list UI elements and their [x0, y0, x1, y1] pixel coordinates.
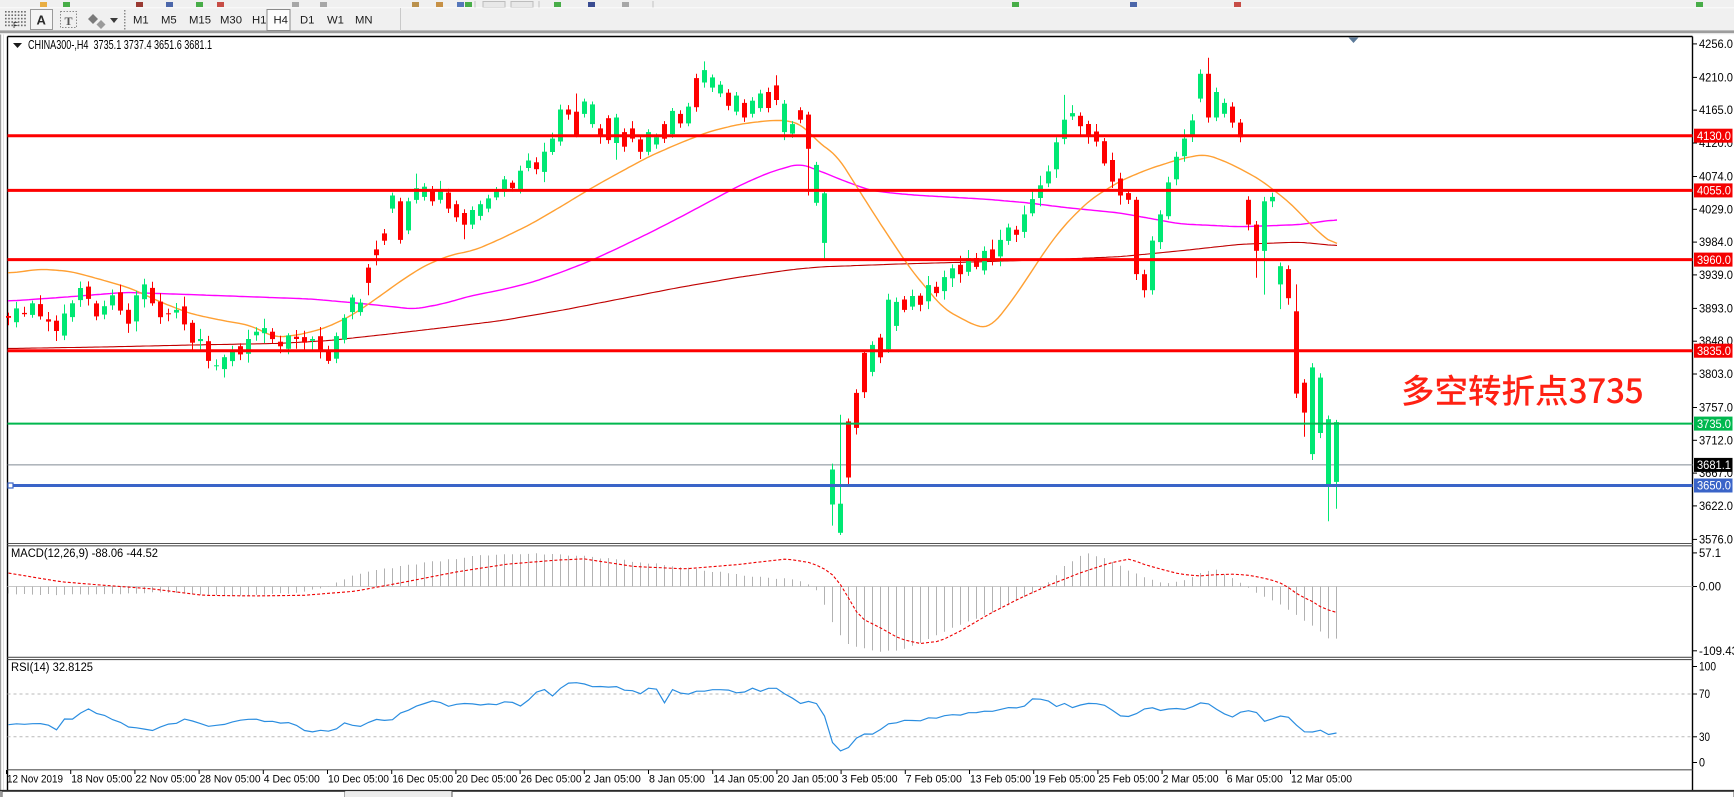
- svg-text:D1: D1: [300, 15, 314, 27]
- svg-text:28 Nov 05:00: 28 Nov 05:00: [200, 774, 261, 786]
- svg-text:RSI(14) 32.8125: RSI(14) 32.8125: [11, 662, 93, 674]
- svg-text:T: T: [65, 14, 73, 28]
- svg-text:3835.0: 3835.0: [1697, 346, 1731, 358]
- svg-text:-109.43: -109.43: [1699, 646, 1734, 658]
- svg-text:3757.0: 3757.0: [1699, 403, 1733, 415]
- svg-text:20 Dec 05:00: 20 Dec 05:00: [456, 774, 517, 786]
- svg-text:22 Nov 05:00: 22 Nov 05:00: [135, 774, 196, 786]
- svg-text:H4: H4: [274, 15, 288, 27]
- svg-text:10 Dec 05:00: 10 Dec 05:00: [328, 774, 389, 786]
- svg-text:2 Mar 05:00: 2 Mar 05:00: [1163, 774, 1219, 786]
- svg-text:4029.0: 4029.0: [1699, 204, 1733, 216]
- svg-text:14 Jan 05:00: 14 Jan 05:00: [713, 774, 774, 786]
- svg-text:3984.0: 3984.0: [1699, 237, 1733, 249]
- svg-text:57.1: 57.1: [1699, 548, 1721, 560]
- svg-text:19 Feb 05:00: 19 Feb 05:00: [1034, 774, 1095, 786]
- svg-text:M5: M5: [161, 15, 177, 27]
- svg-text:12 Nov 2019: 12 Nov 2019: [7, 774, 63, 786]
- svg-text:M30: M30: [220, 15, 242, 27]
- svg-text:A: A: [37, 13, 47, 28]
- svg-text:100: 100: [1699, 662, 1716, 674]
- svg-text:4210.0: 4210.0: [1699, 72, 1733, 84]
- svg-text:M15: M15: [189, 15, 211, 27]
- svg-text:MN: MN: [355, 15, 373, 27]
- svg-text:4074.0: 4074.0: [1699, 172, 1733, 184]
- svg-text:3681.1: 3681.1: [1697, 460, 1731, 472]
- svg-text:8 Jan 05:00: 8 Jan 05:00: [649, 774, 705, 786]
- svg-text:MACD(12,26,9) -88.06 -44.52: MACD(12,26,9) -88.06 -44.52: [11, 548, 158, 560]
- svg-text:CHINA300-,H4 3735.1 3737.4 36: CHINA300-,H4 3735.1 3737.4 3651.6 3681.1: [28, 38, 212, 52]
- svg-text:3803.0: 3803.0: [1699, 369, 1733, 381]
- svg-text:30: 30: [1699, 732, 1710, 744]
- svg-text:3622.0: 3622.0: [1699, 501, 1733, 513]
- svg-text:18 Nov 05:00: 18 Nov 05:00: [71, 774, 132, 786]
- svg-text:4256.0: 4256.0: [1699, 39, 1733, 51]
- svg-text:0: 0: [1699, 758, 1705, 770]
- svg-text:3893.0: 3893.0: [1699, 303, 1733, 315]
- svg-text:3712.0: 3712.0: [1699, 435, 1733, 447]
- svg-text:4055.0: 4055.0: [1697, 186, 1731, 198]
- svg-text:3939.0: 3939.0: [1699, 270, 1733, 282]
- svg-text:3960.0: 3960.0: [1697, 255, 1731, 267]
- svg-text:13 Feb 05:00: 13 Feb 05:00: [970, 774, 1031, 786]
- svg-text:7 Feb 05:00: 7 Feb 05:00: [906, 774, 962, 786]
- svg-text:70: 70: [1699, 689, 1710, 701]
- svg-text:0.00: 0.00: [1699, 582, 1721, 594]
- svg-text:20 Jan 05:00: 20 Jan 05:00: [777, 774, 838, 786]
- svg-text:16 Dec 05:00: 16 Dec 05:00: [392, 774, 453, 786]
- svg-text:3576.0: 3576.0: [1699, 534, 1733, 546]
- svg-text:2 Jan 05:00: 2 Jan 05:00: [585, 774, 641, 786]
- svg-text:4130.0: 4130.0: [1697, 131, 1731, 143]
- svg-text:3735.0: 3735.0: [1697, 419, 1731, 431]
- svg-text:25 Feb 05:00: 25 Feb 05:00: [1098, 774, 1159, 786]
- svg-text:3650.0: 3650.0: [1697, 481, 1731, 493]
- svg-text:4165.0: 4165.0: [1699, 105, 1733, 117]
- svg-text:26 Dec 05:00: 26 Dec 05:00: [521, 774, 582, 786]
- svg-text:12 Mar 05:00: 12 Mar 05:00: [1291, 774, 1352, 786]
- svg-text:H1: H1: [252, 15, 266, 27]
- svg-text:6 Mar 05:00: 6 Mar 05:00: [1227, 774, 1283, 786]
- svg-text:3 Feb 05:00: 3 Feb 05:00: [842, 774, 898, 786]
- svg-text:W1: W1: [327, 15, 344, 27]
- svg-text:F: F: [13, 21, 18, 30]
- svg-text:M1: M1: [133, 15, 149, 27]
- svg-text:4 Dec 05:00: 4 Dec 05:00: [264, 774, 320, 786]
